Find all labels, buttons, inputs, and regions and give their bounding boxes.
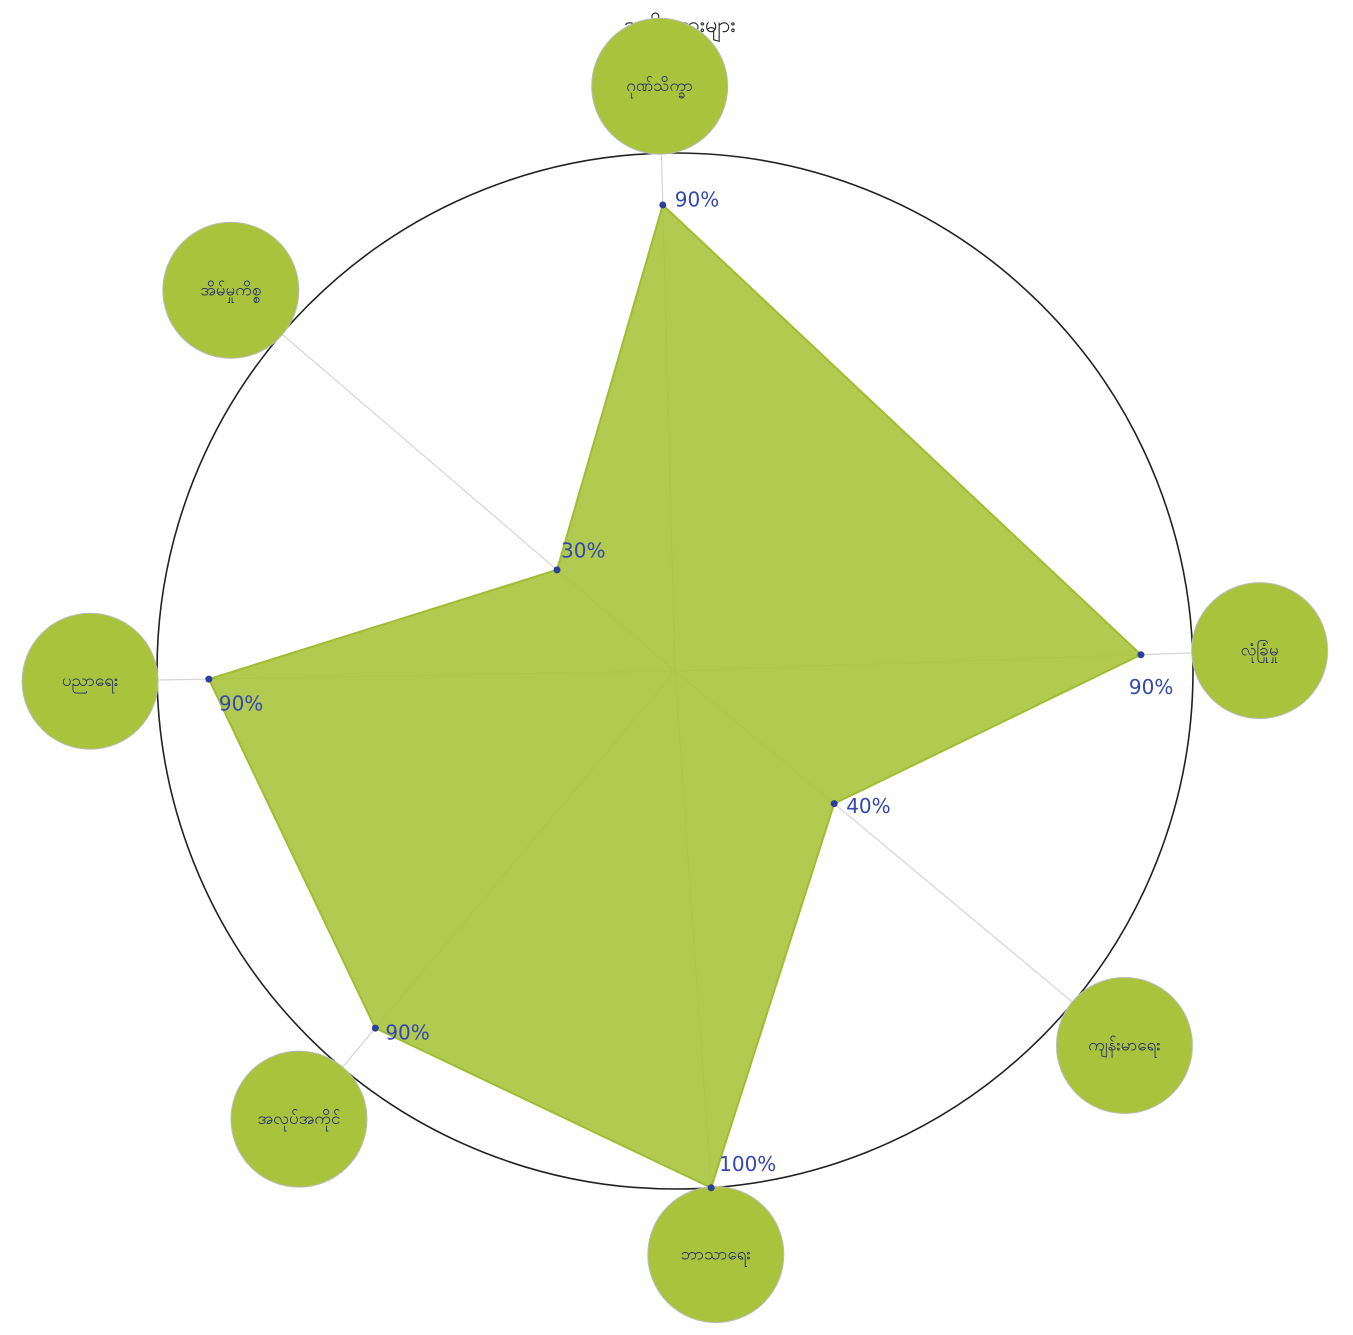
value-dot xyxy=(553,566,561,574)
category-bubble xyxy=(162,221,300,359)
value-label: 90% xyxy=(1129,675,1173,699)
category-bubble xyxy=(1055,976,1193,1114)
category-label: ကျန်းမာရေး xyxy=(1088,1035,1160,1058)
category-label: အိမ်မှုကိစ္စ xyxy=(200,280,261,303)
value-dot xyxy=(205,675,213,683)
value-label: 90% xyxy=(385,1021,429,1045)
value-label: 40% xyxy=(846,794,890,818)
category-label: လုံခြုံမှု xyxy=(1241,639,1279,664)
category-label: ပညာရေး xyxy=(62,671,118,694)
category-bubble xyxy=(21,612,159,750)
value-label: 90% xyxy=(219,692,263,716)
category-bubble xyxy=(647,1186,785,1324)
value-label: 30% xyxy=(561,538,605,562)
value-dot xyxy=(1137,651,1145,659)
value-label: 90% xyxy=(675,187,719,211)
category-bubble xyxy=(1191,582,1329,720)
radar-area xyxy=(207,203,1143,1190)
category-label: ဘာသာရေး xyxy=(681,1245,751,1268)
value-dot xyxy=(371,1024,379,1032)
value-dot xyxy=(707,1184,715,1192)
category-bubble xyxy=(230,1050,368,1188)
value-dot xyxy=(659,201,667,209)
category-label: ဂုဏ်သိက္ခာ xyxy=(626,76,693,99)
category-bubble xyxy=(591,17,729,155)
category-label: အလုပ်အကိုင် xyxy=(258,1109,341,1132)
value-label: 100% xyxy=(719,1152,776,1176)
value-dot xyxy=(830,800,838,808)
